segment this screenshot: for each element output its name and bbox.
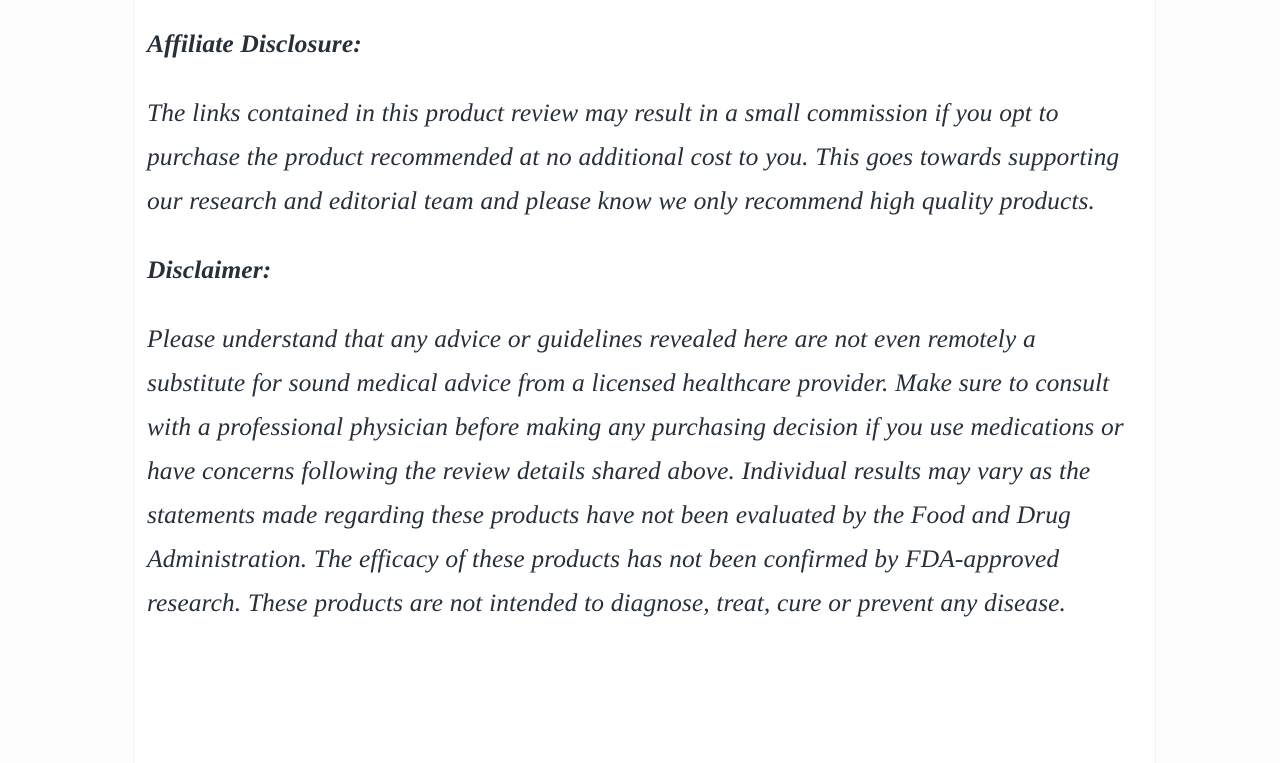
heading-paragraph-spacer-2 [147,292,1131,317]
article-content-column: Affiliate Disclosure: The links containe… [133,0,1156,763]
disclaimer-paragraph: Please understand that any advice or gui… [147,324,1124,617]
disclaimer-heading: Disclaimer: [147,255,272,284]
article-body: Affiliate Disclosure: The links containe… [134,0,1155,625]
affiliate-disclosure-heading: Affiliate Disclosure: [147,29,362,58]
heading-paragraph-spacer [147,66,1131,91]
affiliate-disclosure-paragraph: The links contained in this product revi… [147,98,1120,215]
section-spacer [147,223,1131,248]
top-spacer [147,0,1131,22]
